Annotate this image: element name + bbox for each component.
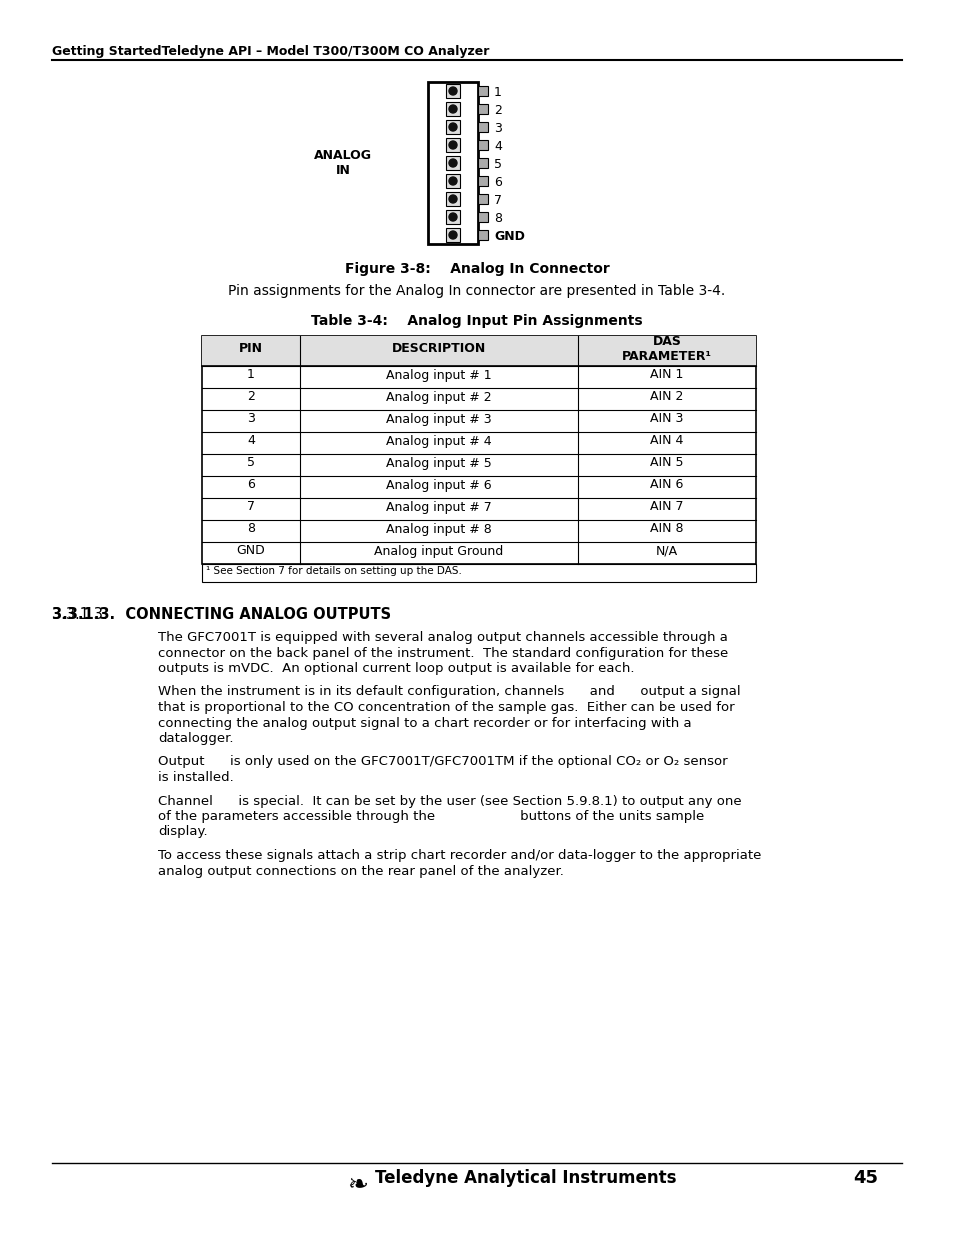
- Text: 3: 3: [494, 122, 501, 135]
- Circle shape: [449, 212, 456, 221]
- Bar: [428, 82, 477, 245]
- Text: The GFC7001T is equipped with several analog output channels accessible through : The GFC7001T is equipped with several an…: [158, 631, 727, 643]
- Bar: [202, 564, 755, 582]
- Bar: [477, 194, 488, 204]
- Bar: [477, 158, 488, 168]
- Text: ANALOG
IN: ANALOG IN: [314, 149, 372, 177]
- Text: 1: 1: [247, 368, 254, 382]
- Text: AIN 2: AIN 2: [650, 390, 683, 404]
- Text: GND: GND: [494, 230, 524, 243]
- Text: 3: 3: [247, 412, 254, 426]
- Bar: [446, 228, 459, 242]
- Bar: [446, 191, 459, 206]
- Text: Analog input # 3: Analog input # 3: [386, 412, 492, 426]
- Text: ❧: ❧: [347, 1173, 368, 1197]
- Text: 3.3.1.3.  ​CONNECTING ANALOG OUTPUTS: 3.3.1.3. ​CONNECTING ANALOG OUTPUTS: [52, 606, 391, 622]
- Text: Table 3-4:    Analog Input Pin Assignments: Table 3-4: Analog Input Pin Assignments: [311, 314, 642, 329]
- Bar: [446, 156, 459, 170]
- Text: PIN: PIN: [239, 342, 263, 356]
- Circle shape: [449, 195, 456, 203]
- Text: GND: GND: [236, 545, 265, 557]
- Bar: [446, 120, 459, 135]
- Text: N/A: N/A: [656, 545, 678, 557]
- Text: Figure 3-8:    Analog In Connector: Figure 3-8: Analog In Connector: [344, 262, 609, 275]
- Text: AIN 5: AIN 5: [650, 457, 683, 469]
- Circle shape: [449, 177, 456, 185]
- Circle shape: [449, 86, 456, 95]
- Circle shape: [449, 105, 456, 112]
- Text: 3.3.1.3.: 3.3.1.3.: [52, 606, 117, 622]
- Text: ¹ See Section 7 for details on setting up the DAS.: ¹ See Section 7 for details on setting u…: [206, 566, 461, 576]
- Text: Teledyne Analytical Instruments: Teledyne Analytical Instruments: [375, 1170, 676, 1187]
- Circle shape: [449, 159, 456, 167]
- Text: 7: 7: [247, 500, 254, 514]
- Bar: [477, 140, 488, 149]
- Text: analog output connections on the rear panel of the analyzer.: analog output connections on the rear pa…: [158, 864, 563, 878]
- Text: DESCRIPTION: DESCRIPTION: [392, 342, 486, 356]
- Circle shape: [449, 231, 456, 240]
- Bar: [446, 210, 459, 224]
- Text: connecting the analog output signal to a chart recorder or for interfacing with : connecting the analog output signal to a…: [158, 716, 691, 730]
- Text: Pin assignments for the Analog In connector are presented in Table 3-4.: Pin assignments for the Analog In connec…: [228, 284, 725, 298]
- Text: 8: 8: [247, 522, 254, 536]
- Bar: [202, 336, 755, 564]
- Text: is installed.: is installed.: [158, 771, 233, 784]
- Text: connector on the back panel of the instrument.  The standard configuration for t: connector on the back panel of the instr…: [158, 646, 727, 659]
- Bar: [446, 84, 459, 98]
- Text: of the parameters accessible through the                    buttons of the units: of the parameters accessible through the…: [158, 810, 703, 823]
- Text: 2: 2: [494, 104, 501, 117]
- Text: 8: 8: [494, 212, 501, 225]
- Text: Channel      is special.  It can be set by the user (see Section 5.9.8.1) to out: Channel is special. It can be set by the…: [158, 794, 740, 808]
- Bar: [446, 103, 459, 116]
- Text: 5: 5: [494, 158, 501, 170]
- Text: Analog input # 8: Analog input # 8: [386, 522, 492, 536]
- Text: 7: 7: [494, 194, 501, 207]
- Text: outputs is mVDC.  An optional current loop output is available for each.: outputs is mVDC. An optional current loo…: [158, 662, 634, 676]
- Text: To access these signals attach a strip chart recorder and/or data-logger to the : To access these signals attach a strip c…: [158, 848, 760, 862]
- Text: When the instrument is in its default configuration, channels      and      outp: When the instrument is in its default co…: [158, 685, 740, 699]
- Text: AIN 7: AIN 7: [650, 500, 683, 514]
- Text: Analog input # 4: Analog input # 4: [386, 435, 492, 447]
- Text: DAS
PARAMETER¹: DAS PARAMETER¹: [621, 335, 711, 363]
- Bar: [477, 86, 488, 96]
- Bar: [477, 122, 488, 132]
- Text: 45: 45: [852, 1170, 877, 1187]
- Text: 6: 6: [494, 177, 501, 189]
- Text: Analog input Ground: Analog input Ground: [374, 545, 503, 557]
- Bar: [446, 174, 459, 188]
- Text: AIN 6: AIN 6: [650, 478, 683, 492]
- Text: AIN 1: AIN 1: [650, 368, 683, 382]
- Text: AIN 8: AIN 8: [650, 522, 683, 536]
- Text: AIN 4: AIN 4: [650, 435, 683, 447]
- Text: 5: 5: [247, 457, 254, 469]
- Text: 1: 1: [494, 86, 501, 99]
- Bar: [202, 336, 755, 366]
- Text: Analog input # 5: Analog input # 5: [386, 457, 492, 469]
- Text: Output      is only used on the GFC7001T/GFC7001TM if the optional CO₂ or O₂ sen: Output is only used on the GFC7001T/GFC7…: [158, 756, 727, 768]
- Text: 2: 2: [247, 390, 254, 404]
- Text: that is proportional to the CO concentration of the sample gas.  Either can be u: that is proportional to the CO concentra…: [158, 701, 734, 714]
- Text: Analog input # 1: Analog input # 1: [386, 368, 492, 382]
- Text: Analog input # 7: Analog input # 7: [386, 500, 492, 514]
- Bar: [477, 177, 488, 186]
- Circle shape: [449, 141, 456, 149]
- Text: AIN 3: AIN 3: [650, 412, 683, 426]
- Text: 4: 4: [494, 140, 501, 153]
- Bar: [477, 230, 488, 240]
- Text: Getting StartedTeledyne API – Model T300/T300M CO Analyzer: Getting StartedTeledyne API – Model T300…: [52, 44, 489, 58]
- Bar: [446, 138, 459, 152]
- Text: Analog input # 2: Analog input # 2: [386, 390, 492, 404]
- Bar: [477, 104, 488, 114]
- Text: 6: 6: [247, 478, 254, 492]
- Circle shape: [449, 124, 456, 131]
- Text: Analog input # 6: Analog input # 6: [386, 478, 492, 492]
- Text: datalogger.: datalogger.: [158, 732, 233, 745]
- Text: display.: display.: [158, 825, 208, 839]
- Text: 4: 4: [247, 435, 254, 447]
- Bar: [477, 212, 488, 222]
